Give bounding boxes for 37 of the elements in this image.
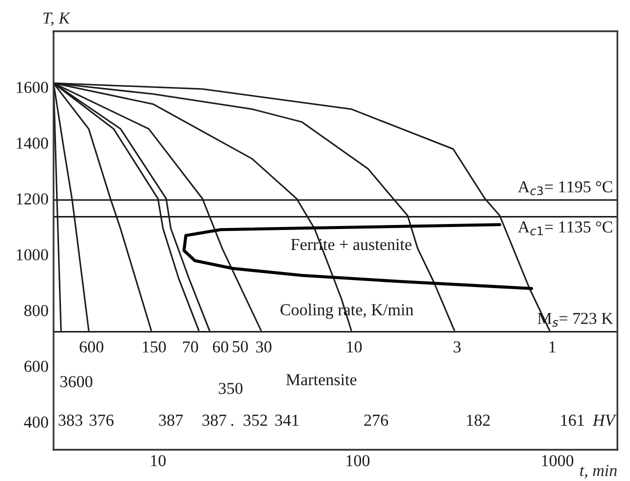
annotation: 161 [561, 414, 584, 426]
y-tick-label: 600 [24, 360, 48, 372]
x-tick-label: 10 [151, 455, 166, 466]
annotation: 182 [467, 414, 490, 426]
x-tick-label: 1000 [542, 455, 574, 466]
annotation: 276 [364, 414, 388, 426]
annotation: HV [592, 414, 617, 426]
y-tick-label: 1600 [16, 82, 48, 94]
annotation: 376 [90, 414, 114, 426]
annotation: 50 [232, 340, 248, 352]
text: 3600 [60, 376, 92, 388]
series-label: 3 [454, 341, 461, 353]
annotation: Martensite [286, 374, 356, 386]
annotation: 350 [218, 382, 242, 394]
ref-line-label: A$_{c3}$= 1195 °C [518, 181, 612, 196]
ref-line-label: A$_{c1}$= 1135 °C [518, 221, 612, 236]
annotation: . [231, 424, 234, 426]
series-label: 70 [183, 341, 198, 353]
y-tick-label: 1400 [16, 138, 48, 149]
series-label: 1 [550, 341, 556, 352]
annotation: 341 [275, 414, 298, 426]
annotation: 387 [202, 414, 226, 426]
y-tick-label: 400 [24, 416, 48, 428]
annotation: 387 [159, 414, 183, 426]
annotation: 383 [58, 414, 82, 426]
y-axis-title: T, K [43, 12, 70, 26]
series-label: 10 [347, 341, 362, 353]
x-axis-title: t, min [580, 464, 617, 479]
series-label: 600 [80, 341, 104, 353]
y-tick-label: 1000 [16, 249, 48, 260]
series-label: 60 [212, 341, 228, 353]
y-tick-label: 1200 [16, 193, 48, 205]
annotation: 352 [244, 414, 267, 426]
x-tick-label: 100 [346, 455, 370, 466]
series-label: 30 [256, 341, 272, 353]
y-tick-label: 800 [24, 304, 48, 316]
series-label: 150 [142, 341, 166, 353]
